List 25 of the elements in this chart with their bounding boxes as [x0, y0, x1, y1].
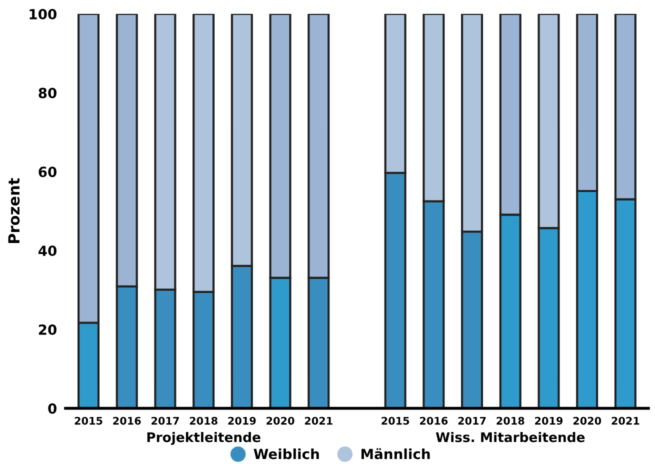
y-tick-label: 60 [38, 166, 57, 178]
y-tick-label: 100 [30, 8, 57, 20]
x-tick-label: 2018 [190, 416, 218, 425]
y-tick-label: 40 [38, 246, 57, 256]
y-tick-label: 0 [48, 403, 57, 414]
x-tick-label: 2016 [113, 416, 141, 425]
x-tick-label: 2020 [573, 416, 602, 425]
x-tick-label: 2017 [152, 416, 179, 425]
x-tick-label: 2020 [266, 416, 294, 425]
legend-label: Weiblich [254, 448, 319, 460]
text: Wiss. Mitarbeitende [436, 432, 585, 442]
legend-label: Männlich [361, 448, 430, 460]
x-tick-label: 2018 [496, 416, 524, 425]
x-tick-label: 2021 [612, 416, 640, 425]
x-tick-label: 2016 [420, 416, 448, 425]
x-tick-label: 2021 [304, 416, 332, 425]
x-tick-label: 2015 [382, 416, 410, 425]
x-tick-label: 2019 [535, 416, 563, 425]
y-axis-title: Prozent [8, 178, 20, 244]
x-tick-label: 2017 [458, 416, 486, 425]
x-tick-label: 2015 [74, 416, 102, 425]
y-tick-label: 80 [38, 88, 57, 98]
x-tick-label: 2019 [228, 416, 256, 425]
text: Projektleitende [147, 432, 260, 445]
y-tick-label: 20 [38, 324, 57, 335]
